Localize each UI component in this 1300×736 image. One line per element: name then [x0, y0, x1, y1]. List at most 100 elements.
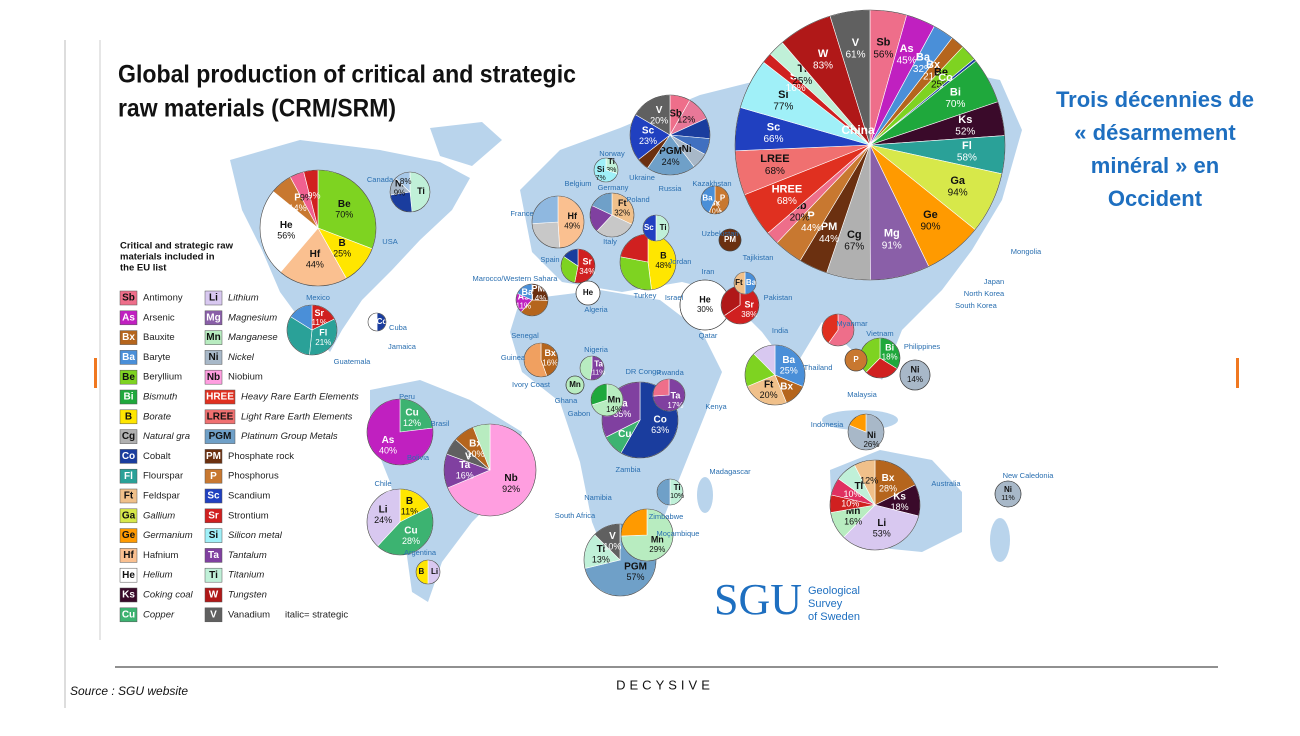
- new-zealand: [990, 518, 1010, 562]
- legend-name: Phosphorus: [228, 471, 279, 482]
- slice-label: 32%: [913, 64, 933, 75]
- slice-label: 66%: [763, 134, 783, 145]
- slice-symbol: B: [406, 496, 413, 507]
- pie: [821, 313, 855, 347]
- slice-symbol: Bx: [926, 59, 941, 71]
- legend-name: Feldspar: [143, 491, 180, 502]
- pie-outline: [367, 312, 387, 332]
- legend-symbol: Nb: [207, 372, 220, 383]
- slice-symbol: He: [699, 295, 711, 305]
- legend-symbol: Cu: [122, 609, 135, 620]
- slice-label: 18%: [891, 502, 909, 512]
- slice-label: 8%: [400, 177, 412, 186]
- slice-label: 83%: [813, 61, 833, 72]
- legend-name: Cobalt: [143, 451, 171, 462]
- slice-label: 61%: [845, 50, 865, 61]
- place-label: Indonesia: [811, 420, 844, 429]
- legend-symbol: Ft: [124, 491, 134, 502]
- pie: PM: [718, 228, 742, 252]
- slice-label: 11%: [401, 506, 418, 516]
- legend-swatch: [119, 468, 138, 484]
- pie-outline: [415, 559, 441, 585]
- place-label: Australia: [931, 479, 961, 488]
- legend-symbol: W: [209, 590, 219, 601]
- slice-symbol: PM: [532, 283, 546, 293]
- slice-label: 12%: [677, 115, 695, 125]
- pie-outline: [652, 378, 686, 412]
- legend-swatch: [204, 567, 223, 583]
- slice-label: 25%: [931, 79, 951, 90]
- slice-label: 68%: [765, 166, 785, 177]
- heading-line: « désarmement: [1074, 120, 1236, 145]
- slice-symbol: Ba: [746, 278, 757, 287]
- legend-swatch: [204, 389, 236, 405]
- place-label: France: [510, 209, 533, 218]
- slice-symbol: Fl: [319, 327, 327, 337]
- slice-symbol: Ti: [608, 157, 615, 166]
- legend-name: Flourspar: [143, 471, 183, 482]
- place-label: Mongolia: [1011, 247, 1042, 256]
- legend-name: Coking coal: [143, 590, 194, 601]
- pie-outline: [847, 413, 885, 451]
- place-label: Gabon: [568, 409, 591, 418]
- legend-name: Arsenic: [143, 312, 175, 323]
- pie-outline: [629, 94, 711, 176]
- slice-symbol: V: [852, 37, 860, 49]
- slice-symbol: Co: [938, 72, 953, 84]
- pie-outline: [259, 169, 377, 287]
- legend-swatch: [204, 330, 223, 345]
- slice-label: 20%: [650, 116, 668, 126]
- place-label: Guinea: [501, 353, 526, 362]
- slice-symbol: Be: [338, 199, 351, 210]
- legend-name: Borate: [143, 411, 171, 422]
- slice-label: 70%: [335, 210, 353, 220]
- slice-symbol: Ti: [417, 186, 425, 196]
- slice-symbol: Hf: [568, 211, 578, 221]
- pie-outline: [601, 381, 679, 459]
- place-label: Pakistan: [764, 293, 793, 302]
- slice-symbol: Co: [377, 317, 388, 326]
- legend-swatch: [204, 528, 223, 543]
- slice-symbol: He: [583, 288, 594, 297]
- legend-symbol: Mg: [206, 312, 220, 323]
- legend-name: Magnesium: [228, 312, 277, 323]
- pie-outline: [744, 344, 806, 406]
- legend-symbol: PGM: [209, 431, 232, 442]
- pie-outline: [590, 383, 624, 417]
- slice-symbol: Li: [379, 505, 388, 516]
- pie-outline: [531, 195, 585, 249]
- slice-symbol: PM: [821, 221, 838, 233]
- pie-outline: [565, 375, 585, 395]
- slice-label: 18%: [882, 353, 898, 362]
- place-label: Ukraine: [629, 173, 655, 182]
- slice-label: 11%: [312, 318, 327, 327]
- sgu-logo: SGU Geological Survey of Sweden: [714, 575, 860, 624]
- legend-swatch: [119, 330, 138, 345]
- legend-symbol: Ni: [209, 352, 219, 363]
- slice-symbol: Sc: [644, 223, 654, 232]
- pie-outline: [583, 523, 657, 597]
- slice-label: 58%: [957, 153, 977, 164]
- slice-label: 7%: [596, 175, 606, 182]
- place-label: Spain: [540, 255, 559, 264]
- legend-swatch: [119, 409, 138, 425]
- slice-symbol: Li: [431, 567, 438, 576]
- sgu-line: Survey: [808, 598, 843, 610]
- brand-logo: DECYSIVE: [616, 677, 714, 692]
- legend-swatch: [204, 350, 223, 365]
- pie-layer: Sb56%As45%Ba32%Bx21%Be25%Co4%Bi70%Ks52%F…: [259, 9, 1022, 597]
- sgu-line: of Sweden: [808, 611, 860, 623]
- slice-label: 20%: [760, 390, 778, 400]
- place-label: Zambia: [615, 465, 641, 474]
- pie-outline: [994, 480, 1022, 508]
- slice-label: 68%: [777, 196, 797, 207]
- slice-label: 94%: [948, 188, 968, 199]
- place-label: Mexico: [306, 293, 330, 302]
